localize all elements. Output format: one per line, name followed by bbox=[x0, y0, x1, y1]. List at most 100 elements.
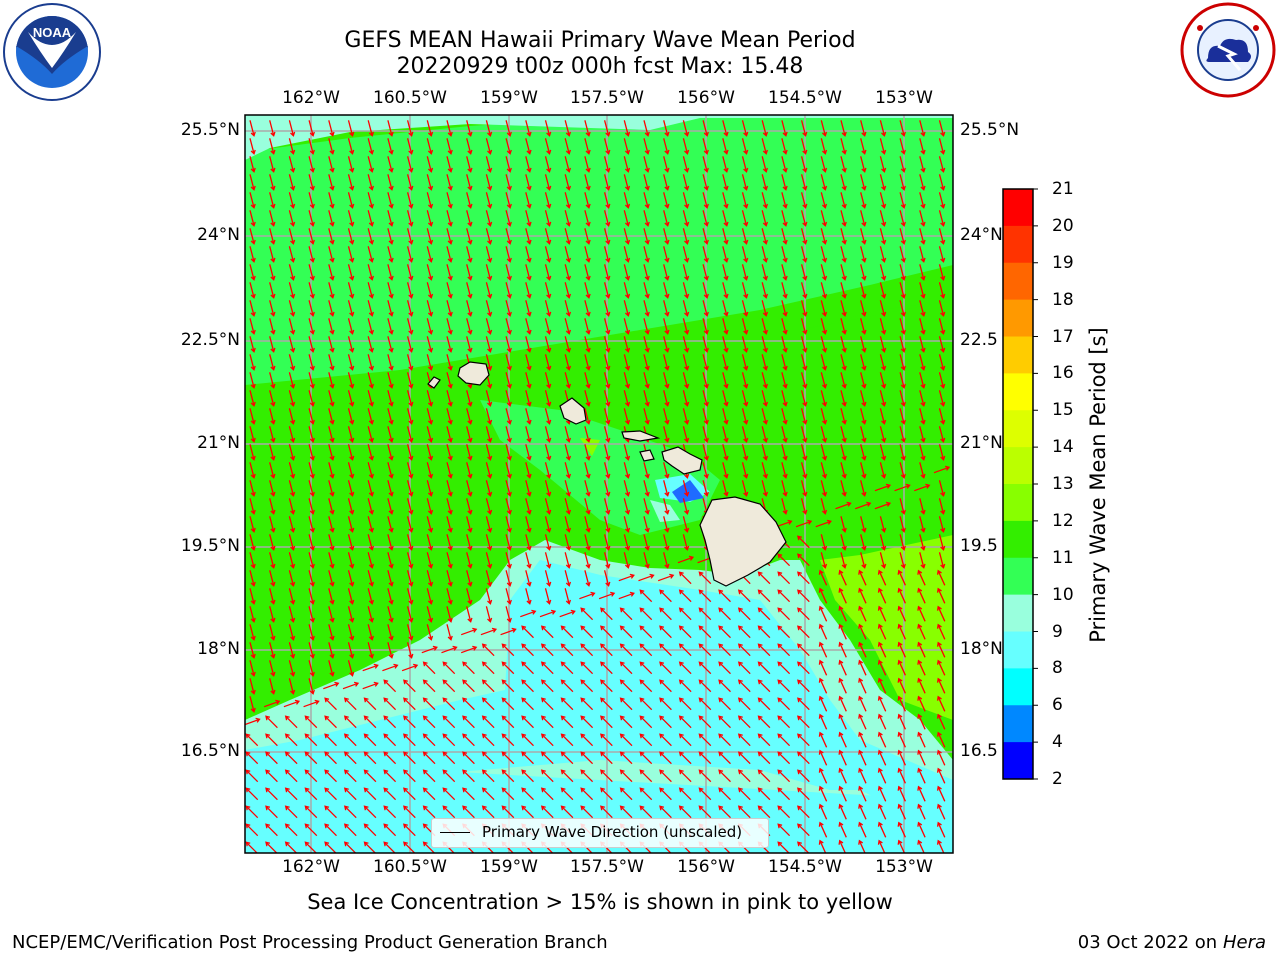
wave-direction-arrow bbox=[383, 769, 397, 783]
wave-direction-arrow bbox=[446, 264, 453, 281]
wave-direction-arrow bbox=[387, 624, 394, 641]
y-tick-left: 19.5°N bbox=[180, 536, 240, 556]
wave-direction-arrow bbox=[505, 120, 512, 137]
wave-direction-arrow bbox=[245, 787, 259, 801]
wave-direction-arrow bbox=[741, 246, 749, 263]
wave-direction-arrow bbox=[406, 570, 414, 587]
wave-direction-arrow bbox=[308, 138, 315, 155]
wave-direction-arrow bbox=[367, 372, 375, 389]
wave-direction-arrow bbox=[485, 516, 493, 533]
wave-direction-arrow bbox=[347, 120, 355, 137]
colorbar-tick-label: 18 bbox=[1052, 289, 1074, 310]
wave-direction-arrow bbox=[505, 534, 512, 551]
wave-direction-arrow bbox=[781, 426, 788, 443]
wave-direction-arrow bbox=[406, 516, 414, 533]
wave-direction-arrow bbox=[663, 390, 670, 407]
wave-direction-arrow bbox=[737, 733, 751, 747]
wave-direction-arrow bbox=[403, 733, 416, 747]
wave-direction-arrow bbox=[265, 733, 278, 747]
wave-direction-arrow bbox=[623, 498, 631, 515]
wave-direction-arrow bbox=[249, 480, 256, 497]
wave-direction-arrow bbox=[403, 823, 416, 837]
wave-direction-arrow bbox=[288, 120, 296, 137]
wave-direction-arrow bbox=[269, 642, 276, 659]
wave-direction-arrow bbox=[818, 569, 828, 586]
wave-direction-arrow bbox=[741, 282, 749, 299]
wave-direction-arrow bbox=[897, 749, 906, 766]
wave-direction-arrow bbox=[363, 805, 377, 819]
wave-direction-arrow bbox=[938, 156, 946, 173]
wave-direction-arrow bbox=[485, 606, 493, 623]
wave-direction-arrow bbox=[603, 408, 611, 425]
wave-direction-arrow bbox=[485, 120, 493, 137]
wave-direction-arrow bbox=[678, 733, 692, 747]
wave-direction-arrow bbox=[663, 228, 670, 245]
wave-direction-arrow bbox=[406, 138, 414, 155]
wave-direction-arrow bbox=[682, 480, 690, 497]
x-tick-bottom: 154.5°W bbox=[768, 857, 842, 877]
wave-direction-arrow bbox=[308, 570, 315, 587]
wave-direction-arrow bbox=[263, 699, 281, 708]
wave-direction-arrow bbox=[860, 390, 867, 407]
wave-direction-arrow bbox=[367, 210, 375, 227]
wave-direction-arrow bbox=[879, 516, 887, 533]
wave-direction-arrow bbox=[265, 715, 278, 729]
wave-direction-arrow bbox=[426, 570, 434, 587]
wave-direction-arrow bbox=[781, 138, 788, 155]
wave-direction-arrow bbox=[446, 138, 453, 155]
wave-direction-arrow bbox=[426, 444, 434, 461]
wave-direction-arrow bbox=[387, 516, 394, 533]
wave-direction-arrow bbox=[249, 336, 256, 353]
wave-direction-arrow bbox=[308, 444, 315, 461]
wave-direction-arrow bbox=[481, 679, 495, 693]
wave-direction-arrow bbox=[741, 120, 749, 137]
wave-direction-arrow bbox=[800, 462, 808, 479]
wave-direction-arrow bbox=[249, 138, 256, 155]
wave-direction-arrow bbox=[288, 606, 296, 623]
wave-direction-arrow bbox=[584, 264, 591, 281]
wave-direction-arrow bbox=[505, 552, 512, 569]
wave-direction-arrow bbox=[580, 679, 594, 693]
wave-direction-arrow bbox=[702, 444, 709, 461]
wave-direction-arrow bbox=[722, 300, 729, 317]
sea-ice-note: Sea Ice Concentration > 15% is shown in … bbox=[307, 890, 893, 914]
wave-direction-arrow bbox=[917, 821, 926, 838]
wave-direction-arrow bbox=[781, 408, 788, 425]
wave-direction-arrow bbox=[899, 426, 906, 443]
wave-direction-arrow bbox=[777, 733, 791, 747]
colorbar-tick-label: 9 bbox=[1052, 621, 1063, 642]
wave-direction-arrow bbox=[860, 228, 867, 245]
wave-direction-arrow bbox=[426, 264, 434, 281]
wave-direction-arrow bbox=[899, 318, 906, 335]
wave-direction-arrow bbox=[288, 444, 296, 461]
wave-direction-arrow bbox=[797, 679, 810, 693]
wave-direction-arrow bbox=[387, 228, 394, 245]
wave-direction-arrow bbox=[328, 264, 335, 281]
wave-direction-arrow bbox=[462, 805, 475, 819]
wave-direction-arrow bbox=[639, 769, 653, 783]
wave-direction-arrow bbox=[347, 354, 355, 371]
wave-direction-arrow bbox=[343, 823, 357, 837]
wave-direction-arrow bbox=[387, 588, 394, 605]
wave-direction-arrow bbox=[406, 498, 414, 515]
wave-direction-arrow bbox=[757, 625, 771, 639]
wave-direction-arrow bbox=[722, 138, 729, 155]
wave-direction-arrow bbox=[367, 552, 375, 569]
wave-direction-arrow bbox=[525, 300, 532, 317]
wave-direction-arrow bbox=[877, 569, 887, 586]
wave-direction-arrow bbox=[564, 480, 572, 497]
wave-direction-arrow bbox=[304, 805, 318, 819]
wave-direction-arrow bbox=[938, 534, 946, 551]
wave-direction-arrow bbox=[485, 480, 493, 497]
wave-direction-arrow bbox=[781, 246, 788, 263]
wave-direction-arrow bbox=[249, 408, 256, 425]
wave-direction-arrow bbox=[466, 318, 473, 335]
wave-direction-arrow bbox=[466, 408, 473, 425]
wave-direction-arrow bbox=[682, 516, 690, 533]
island-molokai bbox=[621, 430, 661, 442]
wave-direction-arrow bbox=[603, 336, 611, 353]
wave-direction-arrow bbox=[446, 588, 453, 605]
wave-direction-arrow bbox=[659, 733, 672, 747]
wave-direction-arrow bbox=[698, 679, 712, 693]
wave-direction-arrow bbox=[387, 174, 394, 191]
